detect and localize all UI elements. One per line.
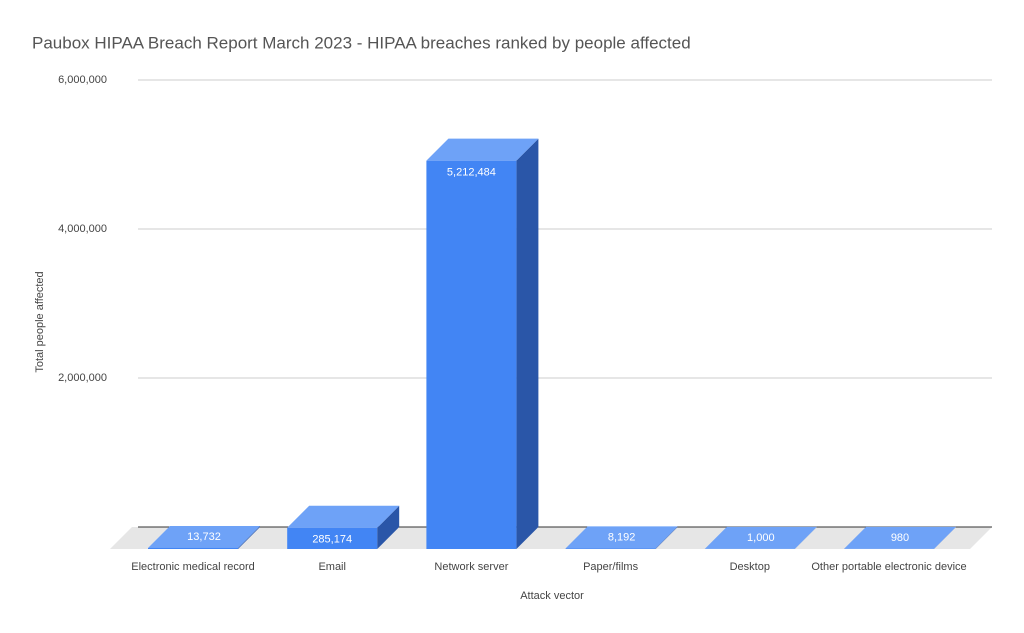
bar-side: [794, 526, 817, 549]
value-label: 8,192: [608, 531, 636, 543]
bar-side: [655, 526, 678, 549]
value-label: 1,000: [747, 532, 775, 544]
x-tick-label: Other portable electronic device: [811, 561, 966, 573]
value-label: 285,174: [312, 534, 352, 546]
x-tick-label: Paper/films: [583, 561, 639, 573]
bar-front: [148, 547, 238, 549]
bar-front: [287, 527, 378, 549]
bar-front: [426, 160, 517, 550]
bar-side: [377, 505, 400, 549]
bar-top: [844, 526, 956, 549]
chart-title: Paubox HIPAA Breach Report March 2023 - …: [32, 33, 691, 52]
x-tick-label: Electronic medical record: [131, 561, 255, 573]
value-label: 980: [891, 532, 909, 544]
bar-side: [238, 525, 260, 549]
x-tick-label: Network server: [434, 561, 508, 573]
bar-side: [934, 526, 956, 549]
x-tick-label: Email: [318, 561, 346, 573]
bar-top: [704, 526, 817, 549]
bar-top: [287, 505, 400, 528]
bar-top: [148, 525, 260, 548]
x-axis-label: Attack vector: [520, 590, 584, 602]
y-tick-label: 2,000,000: [58, 372, 107, 384]
bar: [148, 525, 260, 549]
bar-side: [516, 138, 539, 550]
bar-front: [565, 548, 656, 549]
x-tick-label: Desktop: [730, 561, 770, 573]
bar: [287, 505, 400, 549]
bar-top: [426, 138, 539, 161]
y-axis-label: Total people affected: [34, 271, 46, 372]
bar: [704, 526, 817, 549]
bar: [565, 526, 678, 549]
y-tick-label: 6,000,000: [58, 74, 107, 86]
bar: [844, 526, 956, 549]
value-label: 13,732: [187, 531, 221, 543]
bar-top: [565, 526, 678, 549]
bar: [426, 138, 539, 550]
value-label: 5,212,484: [447, 167, 496, 179]
y-tick-label: 4,000,000: [58, 223, 107, 235]
